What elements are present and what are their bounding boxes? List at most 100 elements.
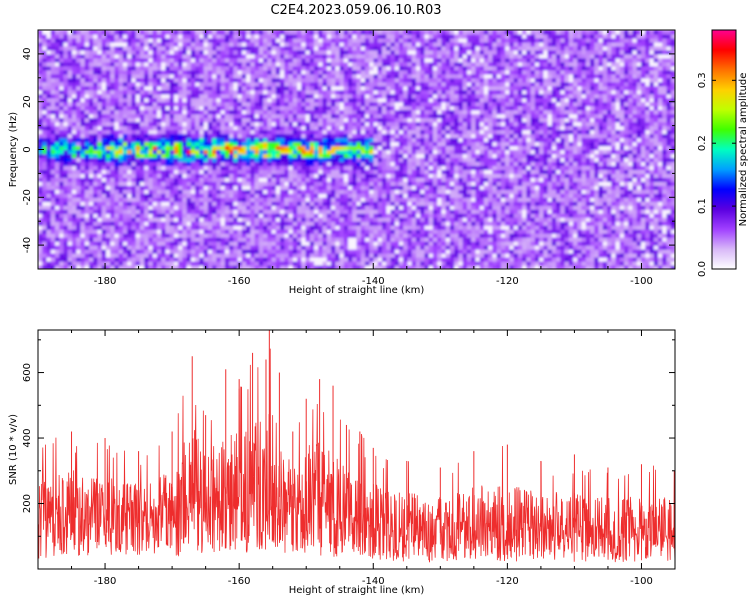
heatmap-cell xyxy=(381,213,387,218)
heatmap-cell xyxy=(84,209,90,214)
heatmap-cell xyxy=(220,185,226,190)
heatmap-cell xyxy=(534,161,540,167)
heatmap-cell xyxy=(624,205,629,210)
heatmap-cell xyxy=(526,257,532,262)
heatmap-cell xyxy=(356,245,362,250)
heatmap-cell xyxy=(275,197,281,202)
heatmap-cell xyxy=(449,137,455,143)
heatmap-cell xyxy=(454,241,460,246)
heatmap-cell xyxy=(602,209,608,214)
heatmap-cell xyxy=(568,173,574,178)
heatmap-cell xyxy=(449,177,455,182)
heatmap-cell xyxy=(203,169,209,174)
heatmap-cell xyxy=(488,185,493,190)
heatmap-cell xyxy=(658,213,663,218)
heatmap-cell xyxy=(381,141,387,147)
heatmap-cell xyxy=(530,177,536,182)
heatmap-cell xyxy=(649,237,655,242)
heatmap-cell xyxy=(161,209,166,214)
heatmap-cell xyxy=(267,169,273,174)
heatmap-cell xyxy=(513,181,519,186)
heatmap-cell xyxy=(543,241,549,246)
heatmap-cell xyxy=(394,169,400,174)
heatmap-cell xyxy=(237,229,243,234)
heatmap-cell xyxy=(607,185,612,190)
heatmap-cell xyxy=(144,197,150,202)
heatmap-cell xyxy=(415,245,421,250)
heatmap-cell xyxy=(364,161,370,167)
heatmap-cell xyxy=(80,169,86,174)
heatmap-cell xyxy=(301,221,307,226)
heatmap-cell xyxy=(280,237,285,242)
heatmap-cell xyxy=(479,149,485,155)
heatmap-cell xyxy=(415,225,421,230)
heatmap-cell xyxy=(581,225,587,230)
heatmap-cell xyxy=(105,229,111,234)
heatmap-cell xyxy=(322,169,328,174)
heatmap-cell xyxy=(483,217,489,222)
heatmap-cell xyxy=(666,153,672,159)
heatmap-cell xyxy=(615,257,621,262)
heatmap-cell xyxy=(449,193,455,198)
heatmap-cell xyxy=(173,221,179,226)
heatmap-cell xyxy=(118,237,124,242)
heatmap-cell xyxy=(331,153,336,159)
heatmap-cell xyxy=(390,241,396,246)
heatmap-cell xyxy=(458,233,464,238)
heatmap-cell xyxy=(173,205,179,210)
heatmap-cell xyxy=(352,221,358,226)
heatmap-cell xyxy=(386,213,392,218)
heatmap-cell xyxy=(297,137,302,143)
heatmap-cell xyxy=(590,209,595,214)
heatmap-cell xyxy=(377,137,383,143)
heatmap-cell xyxy=(505,157,510,163)
heatmap-cell xyxy=(161,145,166,151)
heatmap-cell xyxy=(110,261,116,266)
heatmap-cell xyxy=(127,229,133,234)
heatmap-cell xyxy=(284,201,290,206)
heatmap-cell xyxy=(97,181,103,186)
heatmap-cell xyxy=(186,181,192,186)
heatmap-cell xyxy=(403,229,409,234)
heatmap-cell xyxy=(369,205,375,210)
heatmap-cell xyxy=(88,261,94,266)
heatmap-cell xyxy=(581,193,587,198)
heatmap-cell xyxy=(322,233,328,238)
heatmap-cell xyxy=(624,209,629,214)
heatmap-cell xyxy=(373,225,379,230)
heatmap-cell xyxy=(424,141,430,147)
heatmap-cell xyxy=(398,153,404,159)
heatmap-cell xyxy=(632,149,638,155)
heatmap-cell xyxy=(645,197,651,202)
heatmap-cell xyxy=(441,185,447,190)
heatmap-cell xyxy=(331,169,336,174)
heatmap-cell xyxy=(275,177,281,182)
heatmap-cell xyxy=(624,177,629,182)
heatmap-cell xyxy=(144,229,150,234)
heatmap-cell xyxy=(573,245,578,250)
heatmap-cell xyxy=(547,233,553,238)
heatmap-cell xyxy=(513,153,519,159)
heatmap-cell xyxy=(666,165,672,171)
heatmap-cell xyxy=(628,257,634,262)
heatmap-cell xyxy=(114,229,120,234)
heatmap-cell xyxy=(288,241,294,246)
heatmap-cell xyxy=(641,169,646,174)
heatmap-cell xyxy=(556,185,561,190)
heatmap-cell xyxy=(267,145,273,151)
heatmap-cell xyxy=(331,141,336,147)
heatmap-cell xyxy=(602,233,608,238)
heatmap-cell xyxy=(386,157,392,163)
heatmap-cell xyxy=(479,213,485,218)
heatmap-cell xyxy=(483,213,489,218)
heatmap-cell xyxy=(237,245,243,250)
heatmap-cell xyxy=(449,157,455,163)
heatmap-cell xyxy=(182,257,188,262)
heatmap-cell xyxy=(139,197,145,202)
heatmap-cell xyxy=(649,185,655,190)
heatmap-cell xyxy=(649,197,655,202)
heatmap-cell xyxy=(254,209,260,214)
heatmap-cell xyxy=(500,221,506,226)
heatmap-cell xyxy=(505,257,510,262)
heatmap-cell xyxy=(110,217,116,222)
